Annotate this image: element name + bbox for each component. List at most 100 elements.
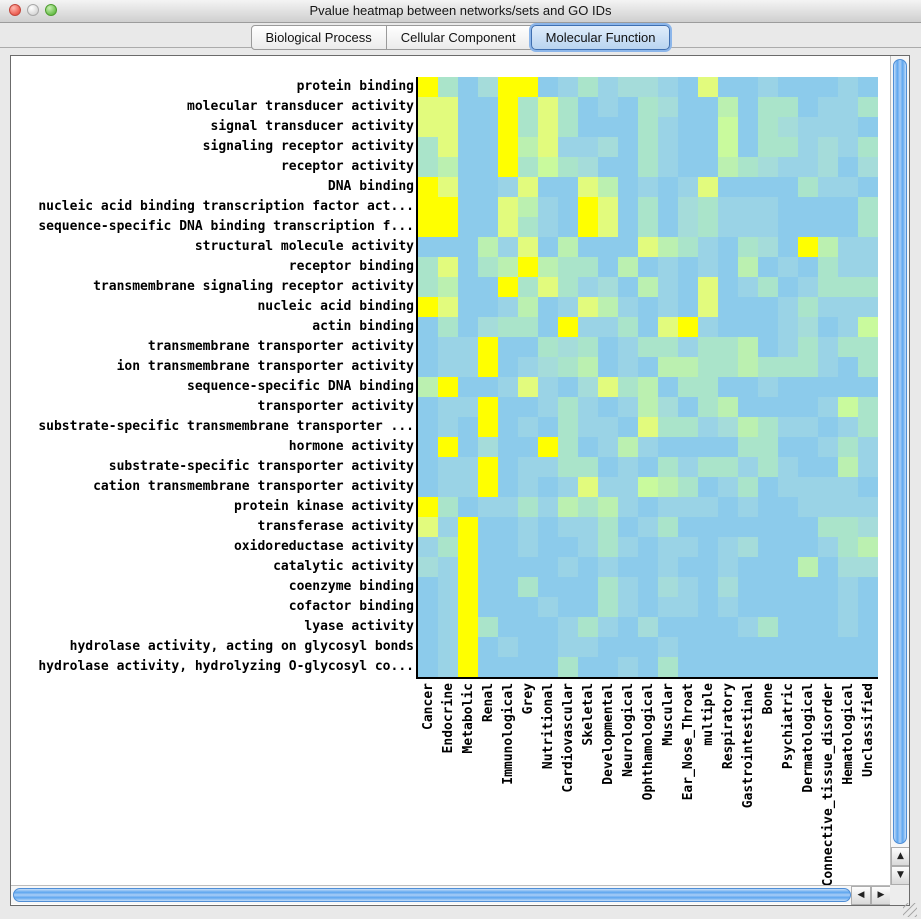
- heatmap-cell: [498, 277, 518, 297]
- heatmap-cell: [618, 337, 638, 357]
- heatmap-cell: [818, 97, 838, 117]
- heatmap-cell: [618, 617, 638, 637]
- scroll-left-arrow-icon[interactable]: ◀: [851, 886, 871, 905]
- heatmap-cell: [718, 137, 738, 157]
- heatmap-cell: [418, 117, 438, 137]
- heatmap-cell: [698, 477, 718, 497]
- minimize-button-icon[interactable]: [27, 4, 39, 16]
- heatmap-cell: [458, 617, 478, 637]
- heatmap-cell: [478, 477, 498, 497]
- heatmap-cell: [798, 97, 818, 117]
- column-label: Ophthamological: [640, 683, 656, 801]
- vertical-scrollbar[interactable]: ▲ ▼: [890, 56, 909, 885]
- heatmap-cell: [638, 157, 658, 177]
- heatmap-cell: [438, 317, 458, 337]
- heatmap-cell: [818, 437, 838, 457]
- heatmap-cell: [418, 177, 438, 197]
- heatmap-cell: [858, 137, 878, 157]
- heatmap-cell: [758, 577, 778, 597]
- x-axis-line: [416, 677, 878, 679]
- heatmap-cell: [558, 637, 578, 657]
- heatmap-cell: [618, 117, 638, 137]
- heatmap-cell: [758, 197, 778, 217]
- tab-molecular-function[interactable]: Molecular Function: [530, 25, 671, 50]
- heatmap-cell: [478, 537, 498, 557]
- heatmap-cell: [758, 397, 778, 417]
- vertical-scrollbar-thumb[interactable]: [893, 59, 907, 844]
- row-label: signal transducer activity: [210, 119, 415, 134]
- heatmap-cell: [558, 457, 578, 477]
- heatmap-cell: [458, 277, 478, 297]
- heatmap-cell: [578, 277, 598, 297]
- column-label: Nutritional: [540, 683, 556, 770]
- heatmap-cell: [758, 517, 778, 537]
- heatmap-cell: [798, 337, 818, 357]
- heatmap-cell: [758, 617, 778, 637]
- heatmap-cell: [478, 357, 498, 377]
- heatmap-cell: [838, 357, 858, 377]
- heatmap-cell: [458, 157, 478, 177]
- resize-grip-icon[interactable]: [903, 903, 917, 917]
- row-label: nucleic acid binding transcription facto…: [38, 199, 414, 214]
- heatmap-cell: [538, 557, 558, 577]
- heatmap-cell: [638, 337, 658, 357]
- heatmap-cell: [518, 577, 538, 597]
- zoom-button-icon[interactable]: [45, 4, 57, 16]
- heatmap-cell: [838, 537, 858, 557]
- scroll-down-arrow-icon[interactable]: ▼: [891, 866, 909, 885]
- scroll-up-arrow-icon[interactable]: ▲: [891, 847, 909, 866]
- heatmap-cell: [778, 77, 798, 97]
- tab-biological-process[interactable]: Biological Process: [250, 25, 387, 50]
- heatmap-cell: [538, 137, 558, 157]
- heatmap-cell: [578, 257, 598, 277]
- heatmap-cell: [578, 537, 598, 557]
- heatmap-cell: [718, 377, 738, 397]
- heatmap-cell: [698, 237, 718, 257]
- heatmap-cell: [458, 477, 478, 497]
- heatmap-cell: [838, 97, 858, 117]
- tab-cellular-component[interactable]: Cellular Component: [386, 25, 531, 50]
- heatmap-cell: [518, 257, 538, 277]
- heatmap-cell: [798, 197, 818, 217]
- heatmap-cell: [698, 277, 718, 297]
- heatmap-cell: [518, 557, 538, 577]
- heatmap-cell: [478, 237, 498, 257]
- heatmap-cell: [838, 397, 858, 417]
- heatmap-cell: [678, 337, 698, 357]
- heatmap-cell: [598, 657, 618, 677]
- heatmap-cell: [618, 97, 638, 117]
- horizontal-scrollbar-thumb[interactable]: [13, 888, 851, 902]
- heatmap-cell: [718, 77, 738, 97]
- close-button-icon[interactable]: [9, 4, 21, 16]
- heatmap-cell: [638, 537, 658, 557]
- heatmap-cell: [798, 537, 818, 557]
- heatmap-cell: [498, 317, 518, 337]
- heatmap-cell: [778, 277, 798, 297]
- heatmap-cell: [498, 357, 518, 377]
- heatmap-cell: [578, 637, 598, 657]
- heatmap-cell: [418, 217, 438, 237]
- heatmap-cell: [638, 617, 658, 637]
- heatmap-cell: [498, 97, 518, 117]
- heatmap-cell: [818, 637, 838, 657]
- heatmap-cell: [718, 397, 738, 417]
- heatmap-cell: [798, 597, 818, 617]
- heatmap-cell: [558, 197, 578, 217]
- heatmap-cell: [638, 657, 658, 677]
- column-label: Grey: [520, 683, 536, 715]
- heatmap-cell: [798, 77, 818, 97]
- row-label: transferase activity: [257, 519, 414, 534]
- heatmap-cell: [578, 317, 598, 337]
- heatmap-cell: [778, 217, 798, 237]
- horizontal-scrollbar[interactable]: ◀ ▶: [11, 885, 891, 905]
- heatmap-cell: [778, 337, 798, 357]
- heatmap-cell: [578, 437, 598, 457]
- row-label: molecular transducer activity: [187, 99, 414, 114]
- heatmap-cell: [538, 377, 558, 397]
- heatmap-cell: [678, 117, 698, 137]
- heatmap-cell: [738, 337, 758, 357]
- scroll-right-arrow-icon[interactable]: ▶: [871, 886, 891, 905]
- heatmap-cell: [778, 377, 798, 397]
- heatmap-cell: [658, 317, 678, 337]
- heatmap-cell: [858, 457, 878, 477]
